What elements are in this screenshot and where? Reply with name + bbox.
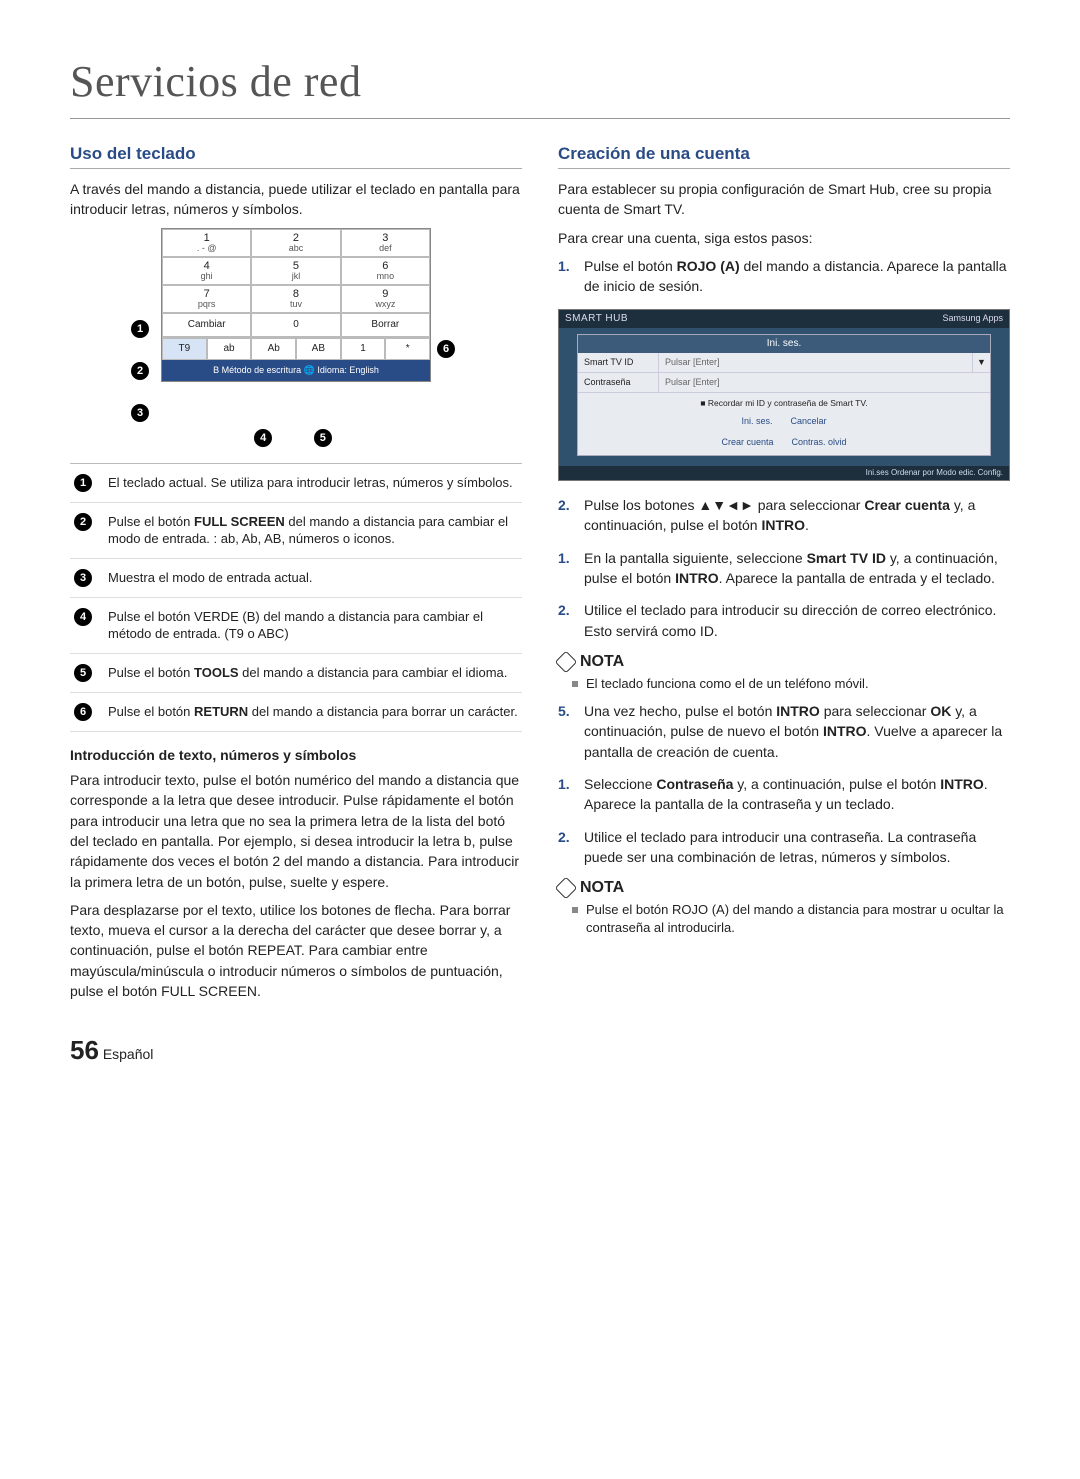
note-1-item: El teclado funciona como el de un teléfo…: [572, 675, 1010, 693]
hub-pw-label: Contraseña: [578, 373, 658, 392]
subheading-intro-texto: Introducción de texto, números y símbolo…: [70, 746, 522, 764]
callouts-right: 6: [437, 340, 461, 358]
intro-r1: Para establecer su propia configuración …: [558, 179, 1010, 220]
hub-login-button[interactable]: Ini. ses.: [741, 417, 772, 426]
hub-apps: Samsung Apps: [942, 314, 1003, 323]
hub-create-button[interactable]: Crear cuenta: [721, 438, 773, 447]
page-number: 56 Español: [70, 1035, 1010, 1066]
hub-forgot-button[interactable]: Contras. olvid: [792, 438, 847, 447]
keyboard-info-bar: B Método de escritura 🌐 Idioma: English: [162, 360, 430, 381]
right-column: Creación de una cuenta Para establecer s…: [558, 137, 1010, 1009]
left-column: Uso del teclado A través del mando a dis…: [70, 137, 522, 1009]
callout-4: 4: [254, 429, 272, 447]
hub-brand: SMART HUB: [565, 314, 628, 324]
heading-uso-teclado: Uso del teclado: [70, 143, 522, 169]
note-2-item: Pulse el botón ROJO (A) del mando a dist…: [572, 901, 1010, 937]
hub-id-input[interactable]: Pulsar [Enter]: [658, 353, 972, 372]
body-p1: Para introducir texto, pulse el botón nu…: [70, 770, 522, 892]
hub-id-dropdown[interactable]: ▼: [972, 353, 990, 372]
hub-remember[interactable]: ■ Recordar mi ID y contraseña de Smart T…: [578, 393, 990, 414]
onscreen-keyboard: 1. - @2abc3def4ghi5jkl6mno7pqrs8tuv9wxyz…: [161, 228, 431, 382]
note-heading-1: NOTA: [558, 653, 1010, 671]
heading-crear-cuenta: Creación de una cuenta: [558, 143, 1010, 169]
callout-3: 3: [131, 404, 149, 422]
page-title: Servicios de red: [70, 60, 1010, 119]
callout-6: 6: [437, 340, 455, 358]
hub-panel-title: Ini. ses.: [578, 335, 990, 353]
hub-pw-input[interactable]: Pulsar [Enter]: [658, 373, 990, 392]
hub-cancel-button[interactable]: Cancelar: [790, 417, 826, 426]
callouts-left: 1 2 3: [131, 320, 155, 422]
callout-2: 2: [131, 362, 149, 380]
callout-5: 5: [314, 429, 332, 447]
note-heading-2: NOTA: [558, 879, 1010, 897]
legend-table: 1El teclado actual. Se utiliza para intr…: [70, 463, 522, 732]
intro-text: A través del mando a distancia, puede ut…: [70, 179, 522, 220]
body-p2: Para desplazarse por el texto, utilice l…: [70, 900, 522, 1001]
intro-r2: Para crear una cuenta, siga estos pasos:: [558, 228, 1010, 248]
smart-hub-screenshot: SMART HUB Samsung Apps Ini. ses. Smart T…: [558, 309, 1010, 482]
hub-id-label: Smart TV ID: [578, 353, 658, 372]
hub-footer: Ini.ses Ordenar por Modo edic. Config.: [559, 466, 1009, 480]
callout-1: 1: [131, 320, 149, 338]
